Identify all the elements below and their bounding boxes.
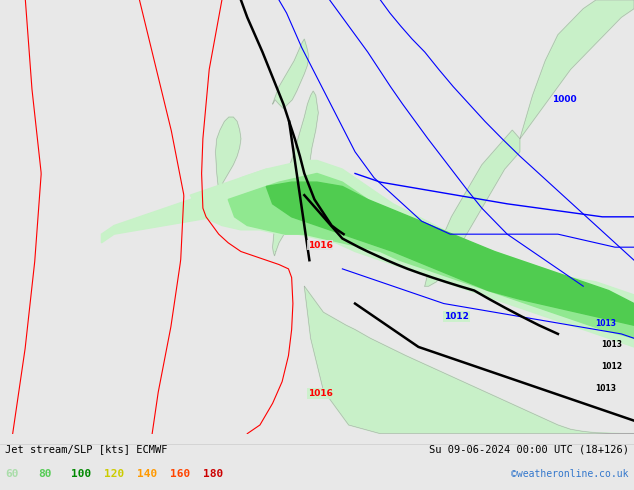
Text: 1013: 1013: [601, 340, 623, 349]
Text: ©weatheronline.co.uk: ©weatheronline.co.uk: [512, 469, 629, 479]
Polygon shape: [520, 0, 634, 139]
Text: 1000: 1000: [552, 95, 576, 104]
Text: 1016: 1016: [307, 241, 333, 249]
Text: 80: 80: [38, 469, 51, 479]
Polygon shape: [273, 39, 309, 108]
Polygon shape: [190, 160, 634, 347]
Polygon shape: [273, 91, 318, 256]
Polygon shape: [101, 169, 285, 243]
Polygon shape: [266, 182, 634, 325]
Text: 100: 100: [71, 469, 91, 479]
Text: Jet stream/SLP [kts] ECMWF: Jet stream/SLP [kts] ECMWF: [5, 444, 167, 454]
Text: 1012: 1012: [444, 312, 469, 321]
Polygon shape: [228, 173, 634, 338]
Text: 60: 60: [5, 469, 18, 479]
Text: Su 09-06-2024 00:00 UTC (18+126): Su 09-06-2024 00:00 UTC (18+126): [429, 444, 629, 454]
Text: 1013: 1013: [595, 384, 616, 392]
Text: 1016: 1016: [307, 389, 333, 398]
Text: 120: 120: [104, 469, 124, 479]
Text: 1012: 1012: [601, 362, 623, 371]
Text: 160: 160: [170, 469, 190, 479]
Text: 180: 180: [203, 469, 223, 479]
Polygon shape: [425, 130, 520, 286]
Polygon shape: [304, 286, 634, 434]
Text: 1013: 1013: [595, 318, 616, 328]
Polygon shape: [216, 117, 241, 191]
Text: 140: 140: [137, 469, 157, 479]
